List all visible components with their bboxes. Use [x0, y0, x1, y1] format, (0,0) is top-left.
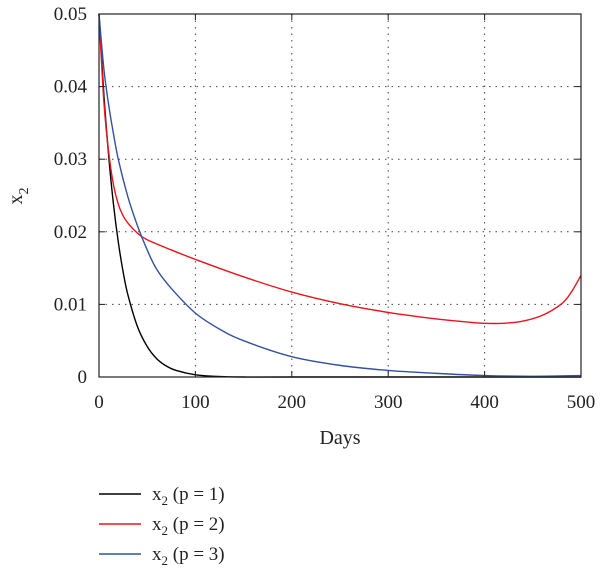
legend-label-sub: 2 — [162, 553, 169, 568]
legend-label-3: x2 (p = 3) — [152, 544, 225, 568]
legend-label-1: x2 (p = 1) — [152, 484, 225, 508]
y-axis-title-main: x — [5, 195, 27, 205]
y-tick-label: 0 — [78, 367, 88, 388]
legend: x2 (p = 1)x2 (p = 2)x2 (p = 3) — [99, 484, 225, 568]
plot-frame — [98, 13, 582, 378]
legend-label-rest: (p = 2) — [168, 514, 225, 535]
y-tick-label: 0.05 — [54, 4, 87, 25]
legend-label-2: x2 (p = 2) — [152, 514, 225, 538]
grid — [99, 14, 581, 377]
legend-label-main: x — [152, 514, 162, 535]
legend-label-rest: (p = 3) — [168, 544, 225, 565]
x-tick-label: 500 — [567, 392, 596, 413]
x-tick-label: 100 — [181, 392, 210, 413]
x-tick-label: 400 — [470, 392, 499, 413]
y-axis-title-sub: 2 — [17, 188, 32, 195]
y-tick-label: 0.02 — [54, 222, 87, 243]
y-tick-label: 0.04 — [54, 77, 88, 98]
x-tick-label: 0 — [94, 392, 104, 413]
legend-label-main: x — [152, 484, 162, 505]
legend-label-sub: 2 — [162, 523, 169, 538]
x-tick-label: 200 — [278, 392, 307, 413]
y-axis-title: x2 — [5, 188, 32, 205]
series-line-3 — [98, 13, 582, 377]
legend-label-main: x — [152, 544, 162, 565]
legend-label-sub: 2 — [162, 493, 169, 508]
svg-text:x2: x2 — [5, 188, 32, 205]
tick-labels: 0 100 200 300 400 500 0 0.01 0.02 0.03 0.04 0.05 — [54, 4, 596, 413]
x-axis-title: Days — [319, 427, 360, 449]
axis-ticks — [98, 13, 582, 378]
x-tick-label: 300 — [374, 392, 403, 413]
y-tick-label: 0.01 — [54, 294, 87, 315]
series-lines — [98, 13, 582, 378]
y-tick-label: 0.03 — [54, 149, 87, 170]
legend-label-rest: (p = 1) — [168, 484, 225, 505]
series-line-2 — [98, 13, 582, 325]
